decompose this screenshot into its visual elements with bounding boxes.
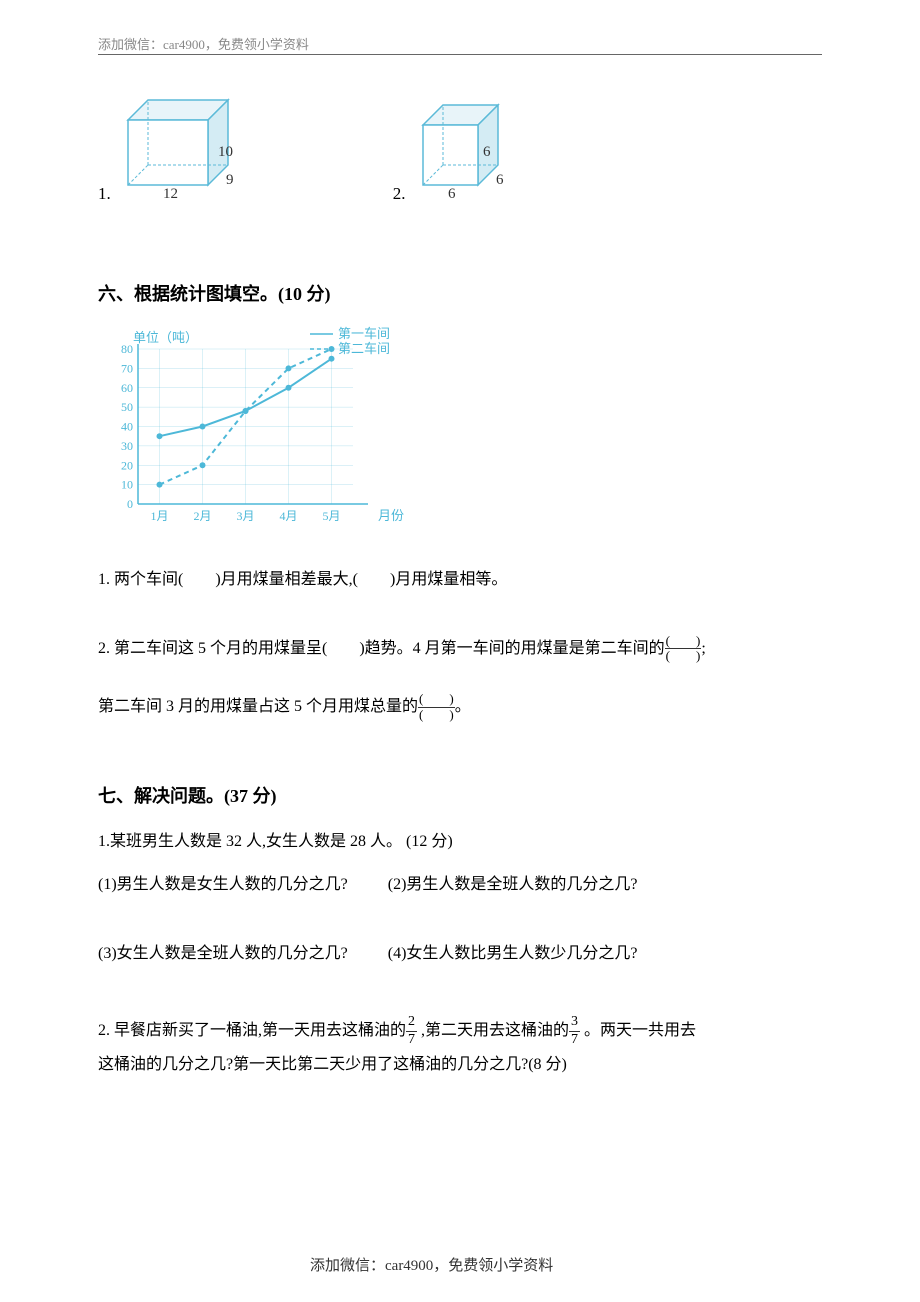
svg-text:30: 30 bbox=[121, 439, 133, 453]
svg-text:第一车间: 第一车间 bbox=[338, 326, 390, 341]
fraction-3-7: 37 bbox=[569, 1014, 580, 1049]
paren-top-1: ( ) bbox=[665, 634, 702, 649]
item-number-1: 1. bbox=[98, 184, 111, 204]
svg-text:单位（吨）: 单位（吨） bbox=[133, 330, 198, 345]
s7-q2-part1: 2. 早餐店新买了一桶油,第一天用去这桶油的 bbox=[98, 1022, 406, 1039]
s6-q2-part1: 2. 第二车间这 5 个月的用煤量呈( )趋势。4 月第一车间的用煤量是第二车间… bbox=[98, 640, 665, 657]
cube-height: 6 bbox=[483, 144, 491, 160]
paren-fraction-2: ( )( ) bbox=[418, 692, 455, 722]
s7-q2-part3: 。两天一共用去 bbox=[580, 1022, 696, 1039]
s6-q2-line1: 2. 第二车间这 5 个月的用煤量呈( )趋势。4 月第一车间的用煤量是第二车间… bbox=[98, 631, 822, 666]
svg-text:0: 0 bbox=[127, 497, 133, 511]
svg-text:80: 80 bbox=[121, 342, 133, 356]
frac2-bot: 7 bbox=[569, 1032, 580, 1049]
s7-q1-sub1: (1)男生人数是女生人数的几分之几? bbox=[98, 870, 348, 894]
paren-top-2: ( ) bbox=[418, 692, 455, 707]
frac1-bot: 7 bbox=[406, 1032, 417, 1049]
s7-q1-sub2: (2)男生人数是全班人数的几分之几? bbox=[388, 870, 638, 894]
s7-q1-sub3: (3)女生人数是全班人数的几分之几? bbox=[98, 939, 348, 963]
s7-q2-part2: ,第二天用去这桶油的 bbox=[417, 1022, 569, 1039]
cuboid-svg-1: 10 9 12 bbox=[123, 90, 253, 200]
cube-length: 6 bbox=[448, 186, 456, 200]
cuboid1-width: 9 bbox=[226, 172, 234, 188]
s6-q1: 1. 两个车间( )月用煤量相差最大,( )月用煤量相等。 bbox=[98, 559, 822, 601]
cube-svg-2: 6 6 6 bbox=[418, 100, 518, 200]
svg-text:50: 50 bbox=[121, 400, 133, 414]
s6-q2-part2: ; bbox=[701, 640, 705, 657]
paren-fraction-1: ( )( ) bbox=[665, 634, 702, 664]
svg-text:月份: 月份 bbox=[378, 508, 404, 523]
s7-q1-row1: (1)男生人数是女生人数的几分之几? (2)男生人数是全班人数的几分之几? bbox=[98, 870, 822, 894]
line-chart: 单位（吨） 第一车间第二车间 0 10 20 30 40 50 60 70 80 1月 2月 3月 4月 5月… bbox=[98, 324, 822, 539]
section7-title: 七、解决问题。(37 分) bbox=[98, 782, 822, 808]
s7-q1-sub4: (4)女生人数比男生人数少几分之几? bbox=[388, 939, 638, 963]
svg-text:5月: 5月 bbox=[322, 509, 340, 523]
section-6: 六、根据统计图填空。(10 分) 单位（吨） 第一车间第二车间 0 10 20 30 40 5… bbox=[98, 280, 822, 727]
svg-text:40: 40 bbox=[121, 420, 133, 434]
fraction-2-7: 27 bbox=[406, 1014, 417, 1049]
cuboid-row: 1. 10 9 12 2. 6 bbox=[98, 90, 822, 200]
header-line bbox=[98, 54, 822, 55]
item-number-2: 2. bbox=[393, 184, 406, 204]
s7-q2-line1: 2. 早餐店新买了一桶油,第一天用去这桶油的27 ,第二天用去这桶油的37 。两… bbox=[98, 1013, 822, 1049]
svg-text:第二车间: 第二车间 bbox=[338, 341, 390, 356]
paren-bot-1: ( ) bbox=[665, 649, 702, 663]
svg-text:10: 10 bbox=[121, 478, 133, 492]
frac2-top: 3 bbox=[569, 1014, 580, 1032]
cuboid-item-2: 2. 6 6 6 bbox=[393, 100, 518, 200]
svg-text:2月: 2月 bbox=[193, 509, 211, 523]
s7-q2-line2: 这桶油的几分之几?第一天比第二天少用了这桶油的几分之几?(8 分) bbox=[98, 1049, 822, 1081]
main-content: 1. 10 9 12 2. 6 bbox=[98, 70, 822, 1093]
cuboid1-length: 12 bbox=[163, 186, 178, 200]
cube-width: 6 bbox=[496, 172, 504, 188]
s6-q2-part4: 。 bbox=[455, 698, 471, 715]
s6-q2-line2: 第二车间 3 月的用煤量占这 5 个月用煤总量的( )( )。 bbox=[98, 686, 822, 728]
s7-q1-row2: (3)女生人数是全班人数的几分之几? (4)女生人数比男生人数少几分之几? bbox=[98, 939, 822, 963]
paren-bot-2: ( ) bbox=[418, 708, 455, 722]
cuboid-item-1: 1. 10 9 12 bbox=[98, 90, 253, 200]
header-text: 添加微信：car4900，免费领小学资料 bbox=[98, 34, 309, 53]
s6-q2-part3: 第二车间 3 月的用煤量占这 5 个月用煤总量的 bbox=[98, 698, 418, 715]
section6-title: 六、根据统计图填空。(10 分) bbox=[98, 280, 822, 306]
frac1-top: 2 bbox=[406, 1014, 417, 1032]
chart-svg: 单位（吨） 第一车间第二车间 0 10 20 30 40 50 60 70 80 1月 2月 3月 4月 5月… bbox=[98, 324, 418, 534]
svg-text:4月: 4月 bbox=[279, 509, 297, 523]
svg-text:3月: 3月 bbox=[236, 509, 254, 523]
svg-text:60: 60 bbox=[121, 381, 133, 395]
svg-text:20: 20 bbox=[121, 458, 133, 472]
footer-text: 添加微信：car4900，免费领小学资料 bbox=[310, 1254, 553, 1275]
s7-q1-intro: 1.某班男生人数是 32 人,女生人数是 28 人。 (12 分) bbox=[98, 826, 822, 858]
svg-text:1月: 1月 bbox=[150, 509, 168, 523]
section-7: 七、解决问题。(37 分) 1.某班男生人数是 32 人,女生人数是 28 人。… bbox=[98, 782, 822, 1081]
cuboid1-height: 10 bbox=[218, 144, 233, 160]
svg-text:70: 70 bbox=[121, 361, 133, 375]
